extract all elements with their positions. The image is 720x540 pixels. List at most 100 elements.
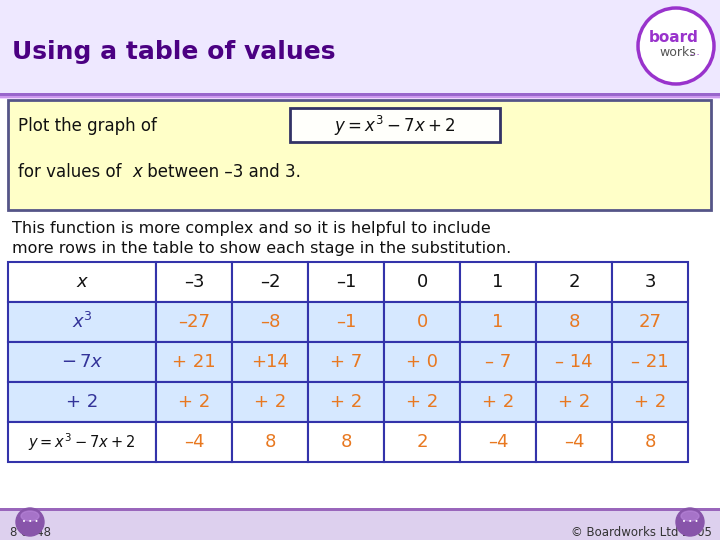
Text: + 2: + 2 (330, 393, 362, 411)
Text: + 0: + 0 (406, 353, 438, 371)
Bar (8, 262, 156, 302)
Bar (0, 93, 720, 96)
Bar (308, 422, 384, 462)
Bar (384, 302, 460, 342)
Bar (0, 98, 720, 99)
Ellipse shape (21, 511, 39, 521)
Text: –4: –4 (487, 433, 508, 451)
Bar (460, 262, 536, 302)
Bar (308, 342, 384, 382)
Circle shape (676, 508, 704, 536)
Bar (232, 342, 308, 382)
Text: 1: 1 (492, 313, 504, 331)
Bar (612, 302, 688, 342)
Bar (156, 302, 232, 342)
Text: + 2: + 2 (254, 393, 286, 411)
Text: –8: –8 (260, 313, 280, 331)
Text: • • •: • • • (22, 519, 38, 525)
FancyBboxPatch shape (290, 108, 500, 142)
Bar (536, 422, 612, 462)
Bar (536, 382, 612, 422)
Bar (384, 422, 460, 462)
Bar (384, 382, 460, 422)
Text: Using a table of values: Using a table of values (12, 40, 336, 64)
Text: This function is more complex and so it is helpful to include: This function is more complex and so it … (12, 220, 491, 235)
Text: 0: 0 (416, 313, 428, 331)
Text: ...: ... (690, 47, 701, 57)
Bar (232, 302, 308, 342)
Circle shape (638, 8, 714, 84)
Text: –1: –1 (336, 273, 356, 291)
Bar (8, 382, 156, 422)
Text: 8: 8 (341, 433, 351, 451)
Text: 3: 3 (644, 273, 656, 291)
Text: – 7: – 7 (485, 353, 511, 371)
Text: – 14: – 14 (555, 353, 593, 371)
Bar (460, 302, 536, 342)
Text: © Boardworks Ltd 2005: © Boardworks Ltd 2005 (571, 526, 712, 539)
Text: 8 of 48: 8 of 48 (10, 526, 51, 539)
Bar (0, 508, 720, 511)
Text: 27: 27 (639, 313, 662, 331)
Text: –27: –27 (178, 313, 210, 331)
Text: between –3 and 3.: between –3 and 3. (142, 163, 301, 181)
Bar (156, 342, 232, 382)
Text: $x^3$: $x^3$ (71, 312, 92, 332)
Text: for values of: for values of (18, 163, 127, 181)
Bar (156, 382, 232, 422)
Bar (612, 342, 688, 382)
Bar (384, 262, 460, 302)
Bar (156, 422, 232, 462)
Bar (612, 262, 688, 302)
Bar (0, 0, 720, 95)
Bar (460, 382, 536, 422)
Text: +14: +14 (251, 353, 289, 371)
Bar (612, 382, 688, 422)
Bar (460, 342, 536, 382)
Text: + 2: + 2 (178, 393, 210, 411)
Text: board: board (649, 30, 699, 45)
Bar (308, 382, 384, 422)
Text: 1: 1 (492, 273, 504, 291)
Text: + 2: + 2 (482, 393, 514, 411)
Text: more rows in the table to show each stage in the substitution.: more rows in the table to show each stag… (12, 240, 511, 255)
Bar (232, 422, 308, 462)
Bar (536, 302, 612, 342)
Text: + 2: + 2 (66, 393, 98, 411)
Text: x: x (77, 273, 87, 291)
FancyBboxPatch shape (8, 100, 711, 210)
Bar (536, 342, 612, 382)
Bar (0, 510, 720, 540)
Bar (536, 262, 612, 302)
Text: –2: –2 (260, 273, 280, 291)
Bar (308, 302, 384, 342)
Text: –4: –4 (564, 433, 584, 451)
Text: Plot the graph of: Plot the graph of (18, 117, 157, 135)
Text: • • •: • • • (682, 519, 698, 525)
Bar (0, 96, 720, 98)
Bar (8, 422, 156, 462)
Bar (156, 262, 232, 302)
Text: 8: 8 (644, 433, 656, 451)
Text: 8: 8 (568, 313, 580, 331)
Text: $y = x^3 - 7x + 2$: $y = x^3 - 7x + 2$ (334, 114, 456, 138)
Text: + 2: + 2 (558, 393, 590, 411)
Text: 2: 2 (416, 433, 428, 451)
Text: x: x (132, 163, 142, 181)
Bar (384, 342, 460, 382)
Ellipse shape (681, 511, 699, 521)
Text: –4: –4 (184, 433, 204, 451)
Text: –3: –3 (184, 273, 204, 291)
Circle shape (16, 508, 44, 536)
Text: 2: 2 (568, 273, 580, 291)
Text: 8: 8 (264, 433, 276, 451)
Bar (308, 262, 384, 302)
Bar (8, 302, 156, 342)
Text: –1: –1 (336, 313, 356, 331)
Bar (460, 422, 536, 462)
Text: $y = x^3 - 7x + 2$: $y = x^3 - 7x + 2$ (29, 431, 135, 453)
Text: 0: 0 (416, 273, 428, 291)
Text: + 2: + 2 (634, 393, 666, 411)
Text: + 2: + 2 (406, 393, 438, 411)
Text: works: works (660, 45, 696, 58)
